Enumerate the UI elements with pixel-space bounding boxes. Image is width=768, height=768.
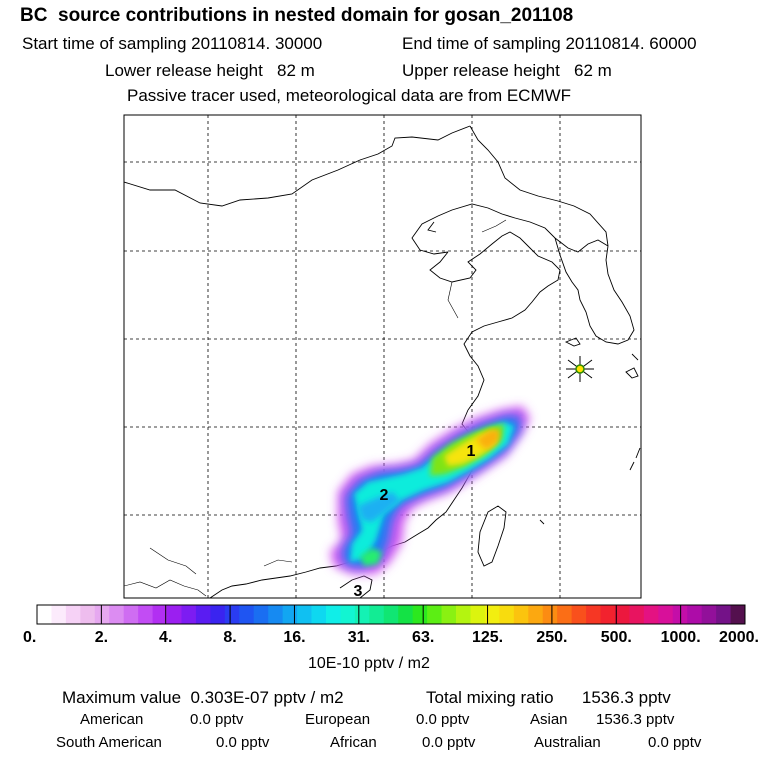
colorbar-cell (239, 605, 255, 624)
colorbar-cell (687, 605, 703, 624)
colorbar-tick-label: 125. (472, 629, 503, 646)
colorbar-cell (383, 605, 399, 624)
colorbar-cell (614, 605, 630, 624)
american-label: American (80, 711, 144, 728)
colorbar-tick-label: 0. (23, 629, 36, 646)
european-label: European (305, 711, 371, 728)
colorbar-unit: 10E-10 pptv / m2 (308, 655, 430, 672)
colorbar-cell (542, 605, 558, 624)
province-borders (124, 219, 507, 597)
upper-release-height: Upper release height 62 m (402, 61, 612, 80)
australian-label: Australian (534, 734, 601, 751)
colorbar-cell (600, 605, 616, 624)
colorbar-cell (181, 605, 197, 624)
colorbar-cell (412, 605, 428, 624)
colorbar-cell (499, 605, 515, 624)
lower-release-height: Lower release height 82 m (105, 61, 315, 80)
maximum-value: Maximum value 0.303E-07 pptv / m2 (62, 688, 344, 707)
plume-label-1: 1 (467, 443, 476, 460)
colorbar-cell (354, 605, 370, 624)
colorbar-cell (398, 605, 414, 624)
colorbar-cell (571, 605, 587, 624)
colorbar-cell (730, 605, 746, 624)
asian-value: 1536.3 pptv (596, 711, 675, 728)
colorbar-cell (37, 605, 52, 624)
coastlines (124, 125, 641, 598)
colorbar-cell (427, 605, 442, 624)
colorbar-cell (441, 605, 457, 624)
colorbar-cell (716, 605, 731, 624)
colorbar-cell (658, 605, 674, 624)
colorbar-tick-label: 63. (412, 629, 434, 646)
colorbar-cell (629, 605, 645, 624)
african-label: African (330, 734, 377, 751)
colorbar-cell (80, 605, 96, 624)
colorbar-tick-label: 31. (348, 629, 370, 646)
colorbar-cell (701, 605, 717, 624)
colorbar-tick-label: 8. (223, 629, 236, 646)
colorbar-cell (253, 605, 269, 624)
european-value: 0.0 pptv (416, 711, 470, 728)
colorbar-cell (311, 605, 327, 624)
south-american-value: 0.0 pptv (216, 734, 270, 751)
colorbar-cell (456, 605, 471, 624)
colorbar-cell (210, 605, 226, 624)
colorbar-tick-label: 2000. (719, 629, 759, 646)
asian-label: Asian (530, 711, 568, 728)
colorbar-tick-label: 250. (536, 629, 567, 646)
colorbar-cell (528, 605, 544, 624)
colorbar-cell (109, 605, 125, 624)
colorbar-cell (268, 605, 284, 624)
colorbar-cell (470, 605, 486, 624)
start-time: Start time of sampling 20110814. 30000 (22, 34, 323, 53)
colorbar-cell (138, 605, 153, 624)
map-grid (124, 115, 641, 598)
african-value: 0.0 pptv (422, 734, 476, 751)
colorbar-cells (37, 605, 746, 624)
colorbar-tick-label: 1000. (661, 629, 701, 646)
colorbar-cell (224, 605, 240, 624)
total-mixing-ratio: Total mixing ratio 1536.3 pptv (426, 688, 671, 707)
colorbar-cell (65, 605, 81, 624)
colorbar-ticks: 0. 2. 4. 8. 16. 31. 63. 125. 250. 500. 1000. 2000. (23, 605, 759, 646)
american-value: 0.0 pptv (190, 711, 244, 728)
colorbar-cell (586, 605, 601, 624)
colorbar-cell (167, 605, 182, 624)
plume-label-3: 3 (354, 583, 363, 600)
colorbar-cell (152, 605, 168, 624)
colorbar-cell (123, 605, 139, 624)
colorbar-cell (282, 605, 298, 624)
plume-label-2: 2 (380, 487, 389, 504)
colorbar-tick-label: 500. (601, 629, 632, 646)
colorbar-cell (513, 605, 529, 624)
end-time: End time of sampling 20110814. 60000 (402, 34, 697, 53)
colorbar-cell (94, 605, 110, 624)
plume (330, 406, 530, 574)
colorbar-cell (195, 605, 211, 624)
colorbar-cell (325, 605, 341, 624)
south-american-label: South American (56, 734, 162, 751)
tracer-note: Passive tracer used, meteorological data… (127, 86, 572, 105)
colorbar-cell (51, 605, 67, 624)
colorbar: 0. 2. 4. 8. 16. 31. 63. 125. 250. 500. 1000. 2000. (23, 604, 759, 646)
colorbar-tick-label: 16. (283, 629, 305, 646)
colorbar-cell (557, 605, 573, 624)
colorbar-cell (643, 605, 659, 624)
colorbar-cell (297, 605, 312, 624)
chart-title: BC source contributions in nested domain… (20, 5, 574, 26)
colorbar-tick-label: 4. (159, 629, 172, 646)
colorbar-cell (369, 605, 385, 624)
colorbar-tick-label: 2. (95, 629, 108, 646)
colorbar-cell (484, 605, 500, 624)
australian-value: 0.0 pptv (648, 734, 702, 751)
colorbar-cell (340, 605, 356, 624)
receptor-marker (566, 356, 594, 382)
